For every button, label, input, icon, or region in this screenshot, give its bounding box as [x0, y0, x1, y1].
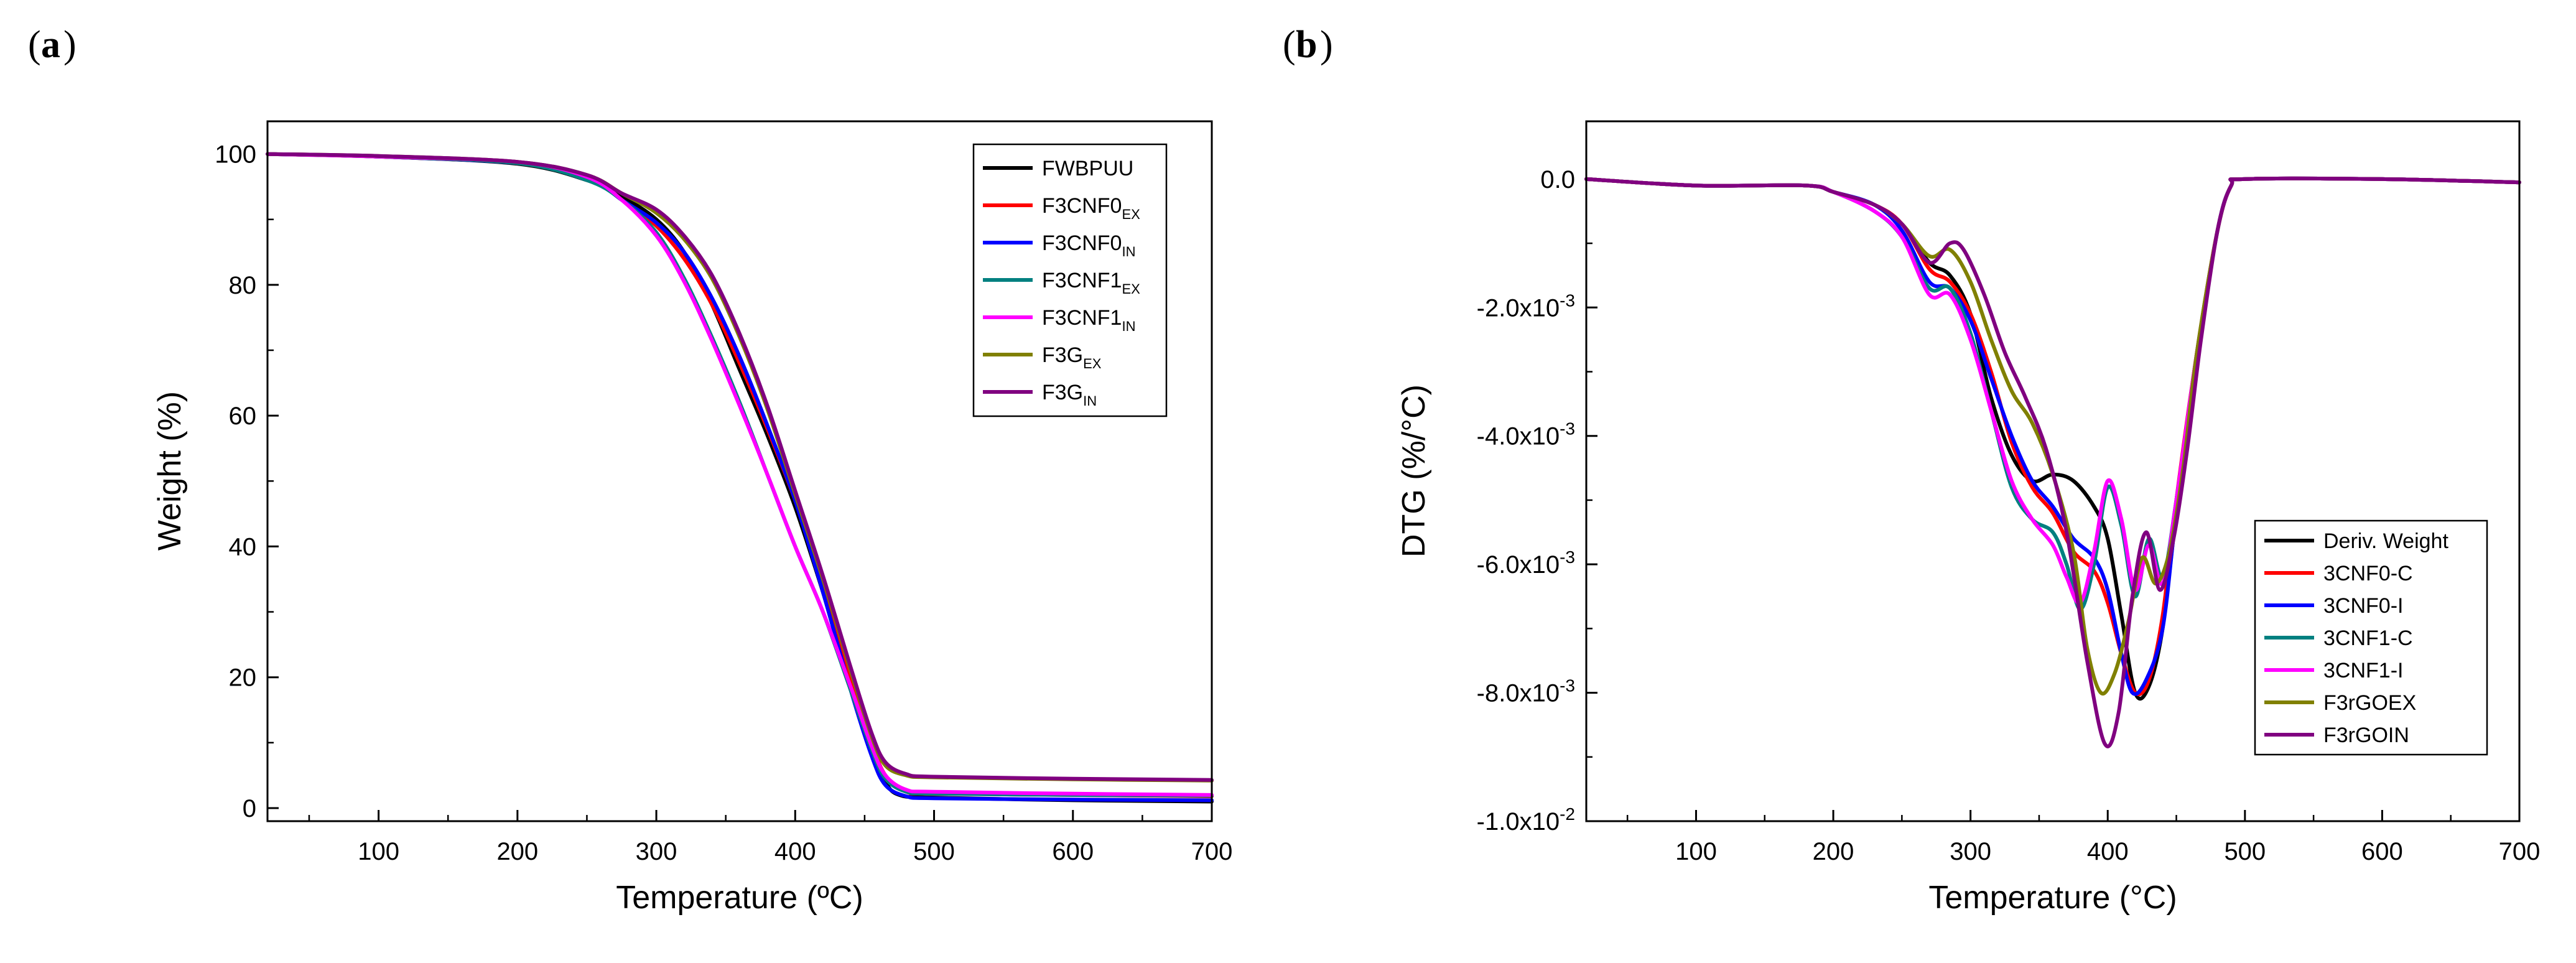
chart-b-legend-label: F3rGOEX — [2323, 691, 2416, 715]
chart-a-legend-label: F3GEX — [1042, 343, 1102, 371]
chart-a-frame — [266, 120, 1213, 822]
chart-a-y-tick-label: 20 — [229, 664, 257, 692]
chart-b-frame — [1585, 120, 2521, 822]
chart-b-y-tick-label: -8.0x10-3 — [1477, 676, 1575, 707]
panel-a-letter: a — [41, 24, 60, 66]
chart-a-legend-label: F3CNF1EX — [1042, 269, 1140, 297]
chart-a-legend-label: F3CNF1IN — [1042, 306, 1135, 334]
chart-b-legend-label: 3CNF0-I — [2323, 594, 2403, 618]
chart-b-y-tick-label: -2.0x10-3 — [1477, 291, 1575, 322]
svg-text:(: ( — [28, 24, 41, 66]
chart-a-x-tick-label: 300 — [636, 838, 677, 865]
chart-b-y-tick-label: -1.0x10-2 — [1477, 804, 1575, 835]
chart-b-series-line-6 — [1584, 176, 2521, 748]
chart-a-legend: FWBPUU F3CNF0EX F3CNF0IN F3CNF1EX F3CNF1IN F3… — [972, 143, 1168, 417]
chart-b-series — [1584, 176, 2521, 748]
chart-a-y-tick-label: 40 — [229, 533, 257, 561]
chart-a-y-axis-title: Weight (%) — [152, 391, 188, 551]
chart-a-x-tick-label: 500 — [913, 838, 955, 865]
chart-b-x-tick-label: 400 — [2087, 838, 2129, 865]
chart-a-y-tick-label: 100 — [215, 141, 256, 169]
chart-a-x-tick-label: 200 — [496, 838, 538, 865]
svg-text:(: ( — [1283, 24, 1296, 66]
chart-b-ticks: 100 200 300 400 500 600 700 0.0 -2.0x10-3 -4.0x10… — [1477, 166, 2541, 865]
chart-b-x-tick-label: 500 — [2224, 838, 2266, 865]
panel-label-a: ( a ) — [28, 24, 77, 66]
chart-b-x-tick-label: 700 — [2499, 838, 2541, 865]
chart-b-y-axis-title: DTG (%/°C) — [1396, 384, 1432, 557]
chart-a-ticks: 100 200 300 400 500 600 700 0 20 40 60 80 100 — [215, 141, 1232, 865]
chart-a-series-line-6 — [266, 152, 1214, 782]
chart-b-legend-label: 3CNF1-I — [2323, 659, 2403, 682]
chart-b-legend-label: F3rGOIN — [2323, 723, 2409, 747]
chart-a-y-tick-label: 60 — [229, 402, 257, 430]
chart-a-legend-label: F3GIN — [1042, 381, 1097, 409]
svg-text:): ) — [63, 24, 77, 66]
chart-b: 100 200 300 400 500 600 700 0.0 -2.0x10-3 -4.0x10… — [1396, 120, 2541, 916]
chart-b-y-tick-label: -6.0x10-3 — [1477, 547, 1575, 579]
chart-b-x-tick-label: 200 — [1813, 838, 1854, 865]
chart-b-y-tick-label: -4.0x10-3 — [1477, 419, 1575, 450]
chart-a-x-tick-label: 100 — [358, 838, 399, 865]
chart-a-legend-label: F3CNF0IN — [1042, 231, 1135, 259]
chart-b-legend-label: 3CNF1-C — [2323, 626, 2413, 650]
chart-b-y-tick-label: 0.0 — [1540, 166, 1575, 193]
svg-text:): ) — [1320, 24, 1333, 66]
chart-b-x-tick-label: 300 — [1950, 838, 1991, 865]
chart-a-legend-label: FWBPUU — [1042, 157, 1133, 180]
chart-a-x-axis-title: Temperature (ºC) — [616, 880, 863, 916]
chart-b-x-tick-label: 600 — [2361, 838, 2403, 865]
chart-a-y-tick-label: 80 — [229, 272, 257, 299]
chart-b-x-axis-title: Temperature (°C) — [1928, 880, 2177, 916]
chart-a-legend-label: F3CNF0EX — [1042, 194, 1140, 222]
chart-a-x-tick-label: 400 — [774, 838, 816, 865]
chart-b-legend-label: Deriv. Weight — [2323, 529, 2448, 553]
chart-a: 100 200 300 400 500 600 700 0 20 40 60 80 100 Temper… — [152, 120, 1232, 916]
panel-label-b: ( b ) — [1283, 24, 1333, 66]
chart-a-x-tick-label: 600 — [1052, 838, 1094, 865]
chart-a-x-tick-label: 700 — [1191, 838, 1233, 865]
chart-b-legend: Deriv. Weight 3CNF0-C 3CNF0-I 3CNF1-C 3CNF1-… — [2254, 519, 2488, 756]
chart-b-x-tick-label: 100 — [1675, 838, 1717, 865]
chart-a-y-tick-label: 0 — [243, 795, 256, 822]
panel-b-letter: b — [1296, 24, 1317, 66]
chart-b-legend-label: 3CNF0-C — [2323, 562, 2413, 585]
chart-a-series — [266, 152, 1214, 804]
